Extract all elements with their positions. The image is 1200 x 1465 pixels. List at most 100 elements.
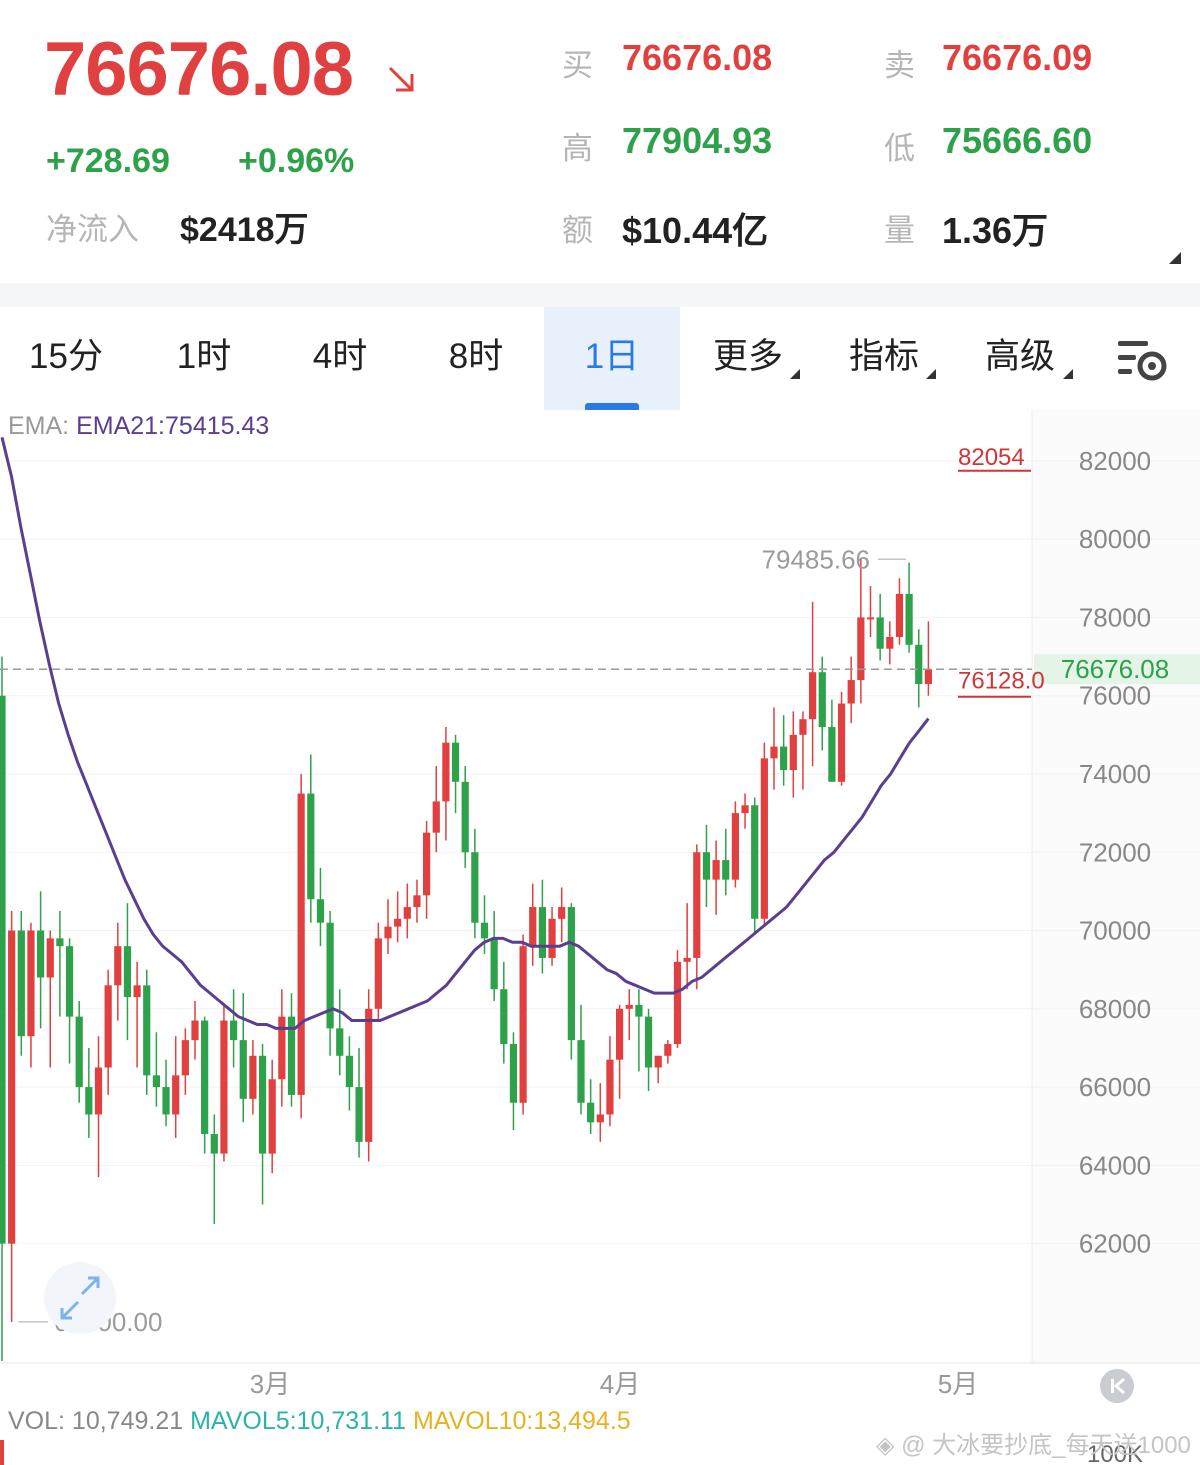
candle-body bbox=[519, 946, 527, 1103]
candle-body bbox=[760, 758, 768, 919]
candle-body bbox=[17, 930, 25, 1037]
ema-legend-value: EMA21:75415.43 bbox=[76, 412, 270, 440]
y-tick-label: 68000 bbox=[1079, 994, 1151, 1024]
candle-body bbox=[345, 1055, 353, 1088]
right-marker-82054: 82054 bbox=[958, 444, 1025, 471]
bid-label: 买 bbox=[562, 48, 593, 83]
candle-body bbox=[596, 1114, 604, 1123]
timeframe-tabs: 15分 1时 4时 8时 1日 更多 指标 高级 bbox=[0, 307, 1200, 410]
price-axis-background bbox=[1032, 410, 1200, 1363]
candle-body bbox=[355, 1087, 363, 1142]
y-tick-label: 64000 bbox=[1079, 1150, 1151, 1180]
tab-indicators[interactable]: 指标 bbox=[848, 337, 919, 376]
candle-body bbox=[326, 922, 334, 1029]
chart-settings-icon[interactable] bbox=[1116, 337, 1170, 383]
tab-advanced[interactable]: 高级 bbox=[984, 337, 1055, 376]
amount-value: $10.44亿 bbox=[622, 210, 769, 251]
candle-body bbox=[751, 805, 759, 919]
volume-label: 量 bbox=[884, 213, 915, 248]
high-value: 77904.93 bbox=[622, 120, 773, 161]
skip-to-start-icon bbox=[1111, 1377, 1125, 1395]
chevron-down-icon bbox=[1063, 369, 1073, 379]
down-arrow-icon bbox=[388, 66, 414, 92]
volume-bar bbox=[0, 1440, 4, 1465]
ask-value: 76676.09 bbox=[942, 37, 1093, 78]
mavol5-value: MAVOL5:10,731.11 bbox=[190, 1407, 406, 1435]
candle-body bbox=[625, 1004, 633, 1009]
tab-1d[interactable]: 1日 bbox=[544, 307, 680, 410]
expand-icon bbox=[60, 1276, 100, 1320]
tab-more[interactable]: 更多 bbox=[712, 337, 783, 376]
candle-body bbox=[143, 985, 151, 1076]
skip-to-start-button[interactable] bbox=[1100, 1369, 1134, 1403]
candle-body bbox=[403, 907, 411, 919]
candle-body bbox=[181, 1040, 189, 1076]
chevron-down-icon bbox=[790, 369, 800, 379]
volume-value: 1.36万 bbox=[942, 210, 1049, 251]
expand-quote-toggle[interactable] bbox=[1169, 252, 1181, 264]
last-price-tag bbox=[1034, 654, 1200, 685]
candle-body bbox=[210, 1134, 218, 1154]
candle-body bbox=[635, 1004, 643, 1017]
candle-body bbox=[201, 1020, 209, 1135]
bid-value: 76676.08 bbox=[622, 37, 773, 78]
tab-1h[interactable]: 1时 bbox=[176, 337, 232, 376]
candle-body bbox=[230, 1020, 238, 1041]
price-axis: 82000 80000 78000 76000 74000 72000 70000 68000… bbox=[1079, 446, 1151, 1259]
candle-body bbox=[423, 832, 431, 896]
candle-body bbox=[471, 852, 479, 923]
candle-body bbox=[191, 1020, 199, 1041]
volume-axis-label: 100K bbox=[1087, 1441, 1143, 1465]
candle-body bbox=[857, 617, 865, 681]
candle-body bbox=[37, 930, 45, 978]
candle-body bbox=[307, 793, 315, 900]
candle-body bbox=[374, 938, 382, 1009]
candle-body bbox=[567, 907, 575, 1041]
candle-body bbox=[529, 907, 537, 947]
low-label: 低 bbox=[884, 131, 915, 166]
candlestick-chart[interactable]: 82000 80000 78000 76000 74000 72000 70000 68000… bbox=[0, 410, 1200, 1465]
ask-label: 卖 bbox=[884, 48, 915, 83]
candle-body bbox=[461, 781, 469, 853]
candle-body bbox=[0, 695, 6, 1244]
candle-body bbox=[731, 813, 739, 880]
candle-body bbox=[644, 1016, 653, 1068]
volume-legend: VOL: 10,749.21 MAVOL5:10,731.11 MAVOL10:… bbox=[8, 1407, 631, 1436]
candle-body bbox=[413, 895, 421, 908]
expand-chart-button[interactable] bbox=[44, 1262, 116, 1334]
candle-body bbox=[94, 1067, 103, 1115]
x-label-march: 3月 bbox=[250, 1369, 290, 1399]
tab-15m[interactable]: 15分 bbox=[29, 337, 103, 376]
candle-body bbox=[85, 1087, 93, 1115]
ema-legend: EMA: EMA21:75415.43 bbox=[8, 412, 269, 441]
candle-body bbox=[702, 852, 711, 880]
tab-4h[interactable]: 4时 bbox=[312, 337, 368, 376]
candle-body bbox=[683, 957, 691, 962]
candle-body bbox=[616, 1008, 624, 1060]
candle-body bbox=[278, 1016, 286, 1080]
last-price-tag-text: 76676.08 bbox=[1061, 654, 1169, 684]
candle-body bbox=[818, 672, 826, 728]
candle-body bbox=[606, 1059, 614, 1115]
candle-body bbox=[866, 617, 875, 620]
candle-body bbox=[895, 593, 904, 637]
candle-body bbox=[336, 1028, 344, 1056]
y-tick-label: 62000 bbox=[1079, 1229, 1151, 1259]
tab-8h[interactable]: 8时 bbox=[448, 337, 504, 376]
candle-body bbox=[789, 734, 797, 771]
high-label: 高 bbox=[562, 131, 593, 166]
candle-body bbox=[837, 703, 846, 782]
candle-body bbox=[828, 727, 836, 782]
candle-body bbox=[712, 860, 720, 880]
candle-body bbox=[239, 1040, 247, 1099]
candle-body bbox=[915, 644, 923, 684]
watermark: ◈ @ 大冰要抄底_每天送1000 bbox=[876, 1432, 1191, 1459]
y-tick-label: 82000 bbox=[1079, 446, 1151, 476]
candle-body bbox=[287, 1016, 296, 1095]
ema21-line bbox=[0, 437, 930, 1030]
candle-body bbox=[809, 672, 817, 720]
candle-body bbox=[297, 793, 305, 1095]
price-change-pct: +0.96% bbox=[238, 142, 355, 180]
candle-body bbox=[558, 907, 566, 919]
candle-body bbox=[27, 930, 35, 1037]
